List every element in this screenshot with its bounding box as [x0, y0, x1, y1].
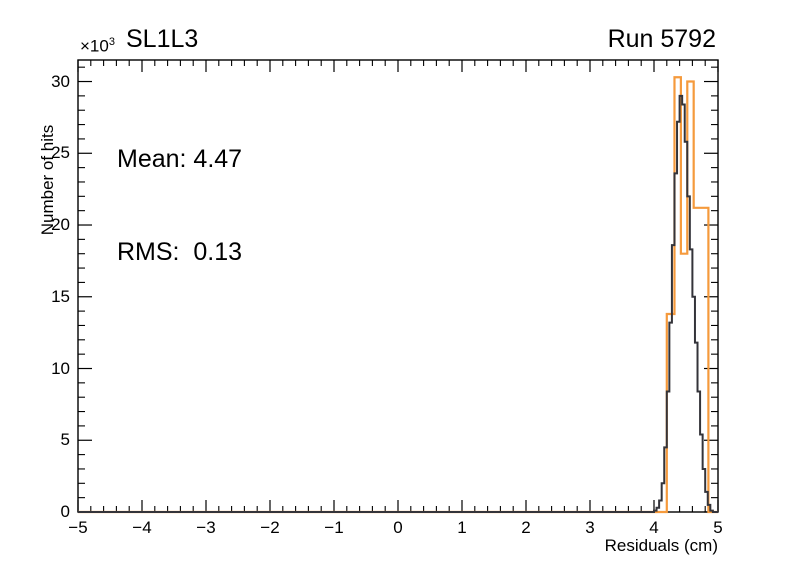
x-tick-label: −2: [260, 518, 280, 537]
y-axis-ticks: [78, 66, 718, 513]
stats-annotation: Mean: 4.47 RMS: 0.13: [117, 82, 242, 330]
x-tick-label: 4: [649, 518, 659, 537]
y-tick-label: 10: [51, 358, 70, 378]
x-tick-label: 5: [713, 518, 723, 537]
stats-mean-line: Mean: 4.47: [117, 145, 243, 173]
x-tick-label: 3: [585, 518, 595, 537]
y-tick-label: 15: [51, 286, 70, 306]
y-axis-exponent: ×103: [80, 33, 115, 56]
x-tick-label: 1: [457, 518, 467, 537]
x-axis-title: Residuals (cm): [604, 536, 718, 555]
series-measured-histogram: [78, 94, 718, 513]
series-reference-histogram: [78, 76, 718, 514]
y-tick-label: 0: [60, 502, 70, 521]
x-tick-label: −5: [68, 518, 88, 537]
y-tick-label: 5: [60, 430, 70, 450]
x-tick-label: −4: [132, 518, 152, 537]
x-tick-label: −1: [324, 518, 344, 537]
x-axis-ticks: [77, 60, 719, 512]
x-tick-label: 0: [393, 518, 403, 537]
y-tick-label: 20: [51, 215, 70, 235]
frame-group: [77, 59, 719, 513]
y-axis-exponent-power: 3: [108, 36, 115, 48]
y-tick-label: 30: [51, 71, 70, 91]
run-label: Run 5792: [607, 25, 716, 53]
x-tick-label: 2: [521, 518, 531, 537]
histogram-title: SL1L3: [126, 25, 199, 53]
data-series-layer: [78, 76, 718, 514]
y-tick-label: 25: [51, 143, 70, 163]
y-axis-exponent-prefix: ×10: [80, 36, 109, 56]
stats-rms-line: RMS: 0.13: [117, 238, 243, 266]
x-tick-label: −3: [196, 518, 216, 537]
plot-frame: [77, 59, 719, 513]
